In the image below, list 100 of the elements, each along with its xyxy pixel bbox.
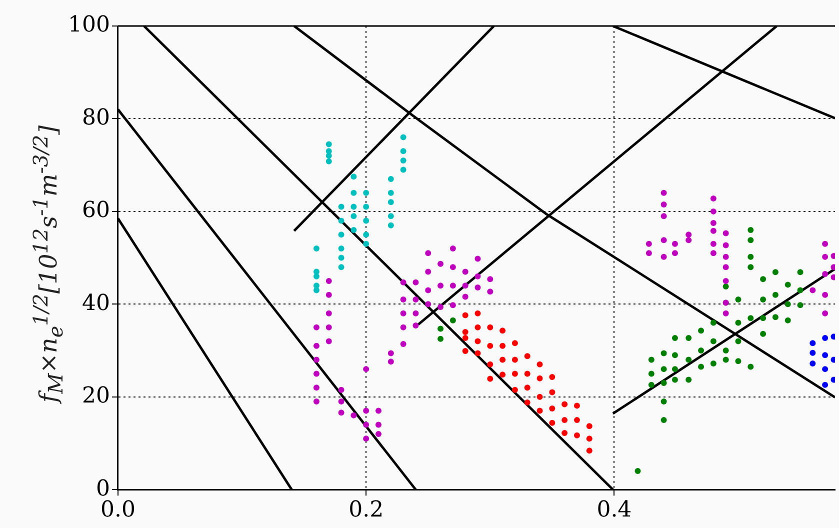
y-tick-label: 100	[68, 12, 110, 38]
point	[634, 468, 641, 474]
point	[338, 254, 344, 261]
point	[400, 134, 406, 140]
point	[524, 384, 530, 391]
point	[810, 350, 816, 356]
point	[474, 310, 481, 316]
point	[338, 204, 344, 210]
point	[487, 361, 494, 368]
point	[760, 315, 766, 322]
point	[512, 340, 518, 346]
point	[474, 324, 481, 330]
point	[388, 222, 394, 228]
point	[536, 408, 543, 414]
point	[338, 232, 344, 238]
point	[487, 324, 494, 330]
point	[772, 292, 778, 298]
point	[672, 366, 678, 372]
point	[710, 360, 716, 366]
point	[562, 417, 568, 424]
point	[549, 420, 556, 426]
point	[388, 190, 394, 196]
point	[338, 218, 344, 224]
point	[549, 405, 556, 412]
point	[487, 342, 494, 349]
point	[748, 254, 754, 260]
point	[549, 389, 556, 396]
point	[388, 213, 394, 220]
x-tick-label: 0.4	[596, 498, 632, 523]
point	[686, 335, 692, 342]
point	[722, 356, 729, 363]
point	[438, 336, 444, 342]
point	[350, 213, 357, 220]
point	[772, 269, 778, 276]
point	[772, 314, 778, 320]
point	[512, 370, 518, 377]
point	[586, 423, 592, 430]
y-tick-label: 60	[82, 198, 110, 224]
point	[710, 320, 716, 326]
point	[326, 141, 332, 148]
point	[462, 312, 468, 318]
point	[672, 376, 678, 383]
point	[810, 360, 816, 366]
point	[363, 218, 370, 224]
point	[363, 190, 370, 196]
point	[450, 317, 456, 324]
point	[338, 246, 344, 252]
point	[698, 348, 704, 354]
point	[500, 328, 506, 334]
point	[574, 417, 580, 424]
point	[735, 338, 742, 344]
point	[686, 356, 692, 363]
point	[388, 199, 394, 206]
point	[722, 284, 729, 290]
point	[400, 157, 406, 164]
point	[648, 356, 654, 363]
point	[698, 364, 704, 370]
point	[487, 376, 494, 382]
point	[474, 338, 481, 344]
point	[660, 350, 667, 356]
point	[760, 296, 766, 303]
point	[536, 361, 543, 368]
point	[822, 352, 828, 358]
point	[822, 366, 828, 372]
point	[748, 226, 754, 233]
point	[574, 432, 580, 438]
point	[438, 326, 444, 332]
point	[500, 356, 506, 363]
point	[400, 166, 406, 173]
point	[710, 338, 716, 344]
point	[698, 328, 704, 334]
point	[350, 190, 357, 196]
point	[512, 386, 518, 393]
point	[760, 276, 766, 282]
point	[462, 348, 468, 354]
point	[388, 176, 394, 182]
y-tick-label: 40	[82, 290, 110, 316]
point	[562, 430, 568, 436]
point	[748, 315, 754, 322]
point	[660, 417, 667, 424]
point	[735, 358, 742, 364]
point	[462, 335, 468, 342]
point	[797, 269, 804, 276]
point	[338, 264, 344, 270]
point	[462, 328, 468, 335]
point	[313, 246, 320, 252]
point	[797, 302, 804, 308]
point	[748, 264, 754, 270]
point	[660, 366, 667, 372]
point	[512, 356, 518, 363]
point	[586, 436, 592, 442]
point	[810, 340, 816, 346]
point	[722, 348, 729, 354]
point	[363, 204, 370, 210]
point	[748, 364, 754, 370]
point	[784, 282, 791, 288]
point	[686, 376, 692, 383]
point	[350, 204, 357, 210]
point	[400, 148, 406, 154]
point	[822, 382, 828, 388]
